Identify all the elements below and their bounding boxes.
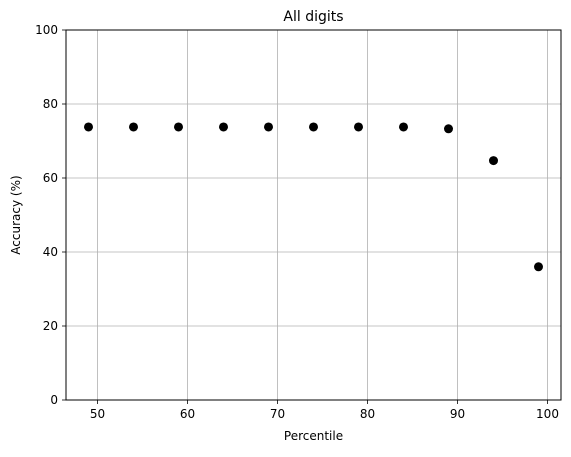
grid: [66, 30, 561, 400]
data-point-99: [534, 262, 543, 272]
chart-title: All digits: [283, 9, 343, 25]
plot-frame: [65, 29, 562, 401]
axis-ticks: 50 60 70 80 90 100 0 20 40 60 80 100: [35, 23, 559, 421]
data-point-89: [444, 124, 453, 134]
y-tick-label-20: 20: [43, 319, 58, 333]
data-point-74: [309, 122, 318, 132]
y-tick-label-0: 0: [50, 393, 58, 407]
data-point-84: [399, 122, 408, 132]
x-tick-label-50: 50: [90, 407, 105, 421]
x-tick-label-60: 60: [180, 407, 195, 421]
y-tick-label-40: 40: [43, 245, 58, 259]
data-point-79: [354, 122, 363, 132]
y-tick-label-60: 60: [43, 171, 58, 185]
y-tick-label-80: 80: [43, 97, 58, 111]
y-axis-label: Accuracy (%): [9, 175, 23, 254]
y-tick-label-100: 100: [35, 23, 58, 37]
data-point-59: [174, 122, 183, 132]
x-axis-label: Percentile: [284, 429, 343, 443]
data-point-64: [219, 122, 228, 132]
x-tick-label-100: 100: [536, 407, 559, 421]
x-tick-label-90: 90: [450, 407, 465, 421]
data-point-54: [129, 122, 138, 132]
data-point-94: [489, 156, 498, 166]
data-point-69: [264, 122, 273, 132]
x-tick-label-70: 70: [270, 407, 285, 421]
x-tick-label-80: 80: [360, 407, 375, 421]
data-points: [84, 122, 543, 272]
data-point-49: [84, 122, 93, 132]
